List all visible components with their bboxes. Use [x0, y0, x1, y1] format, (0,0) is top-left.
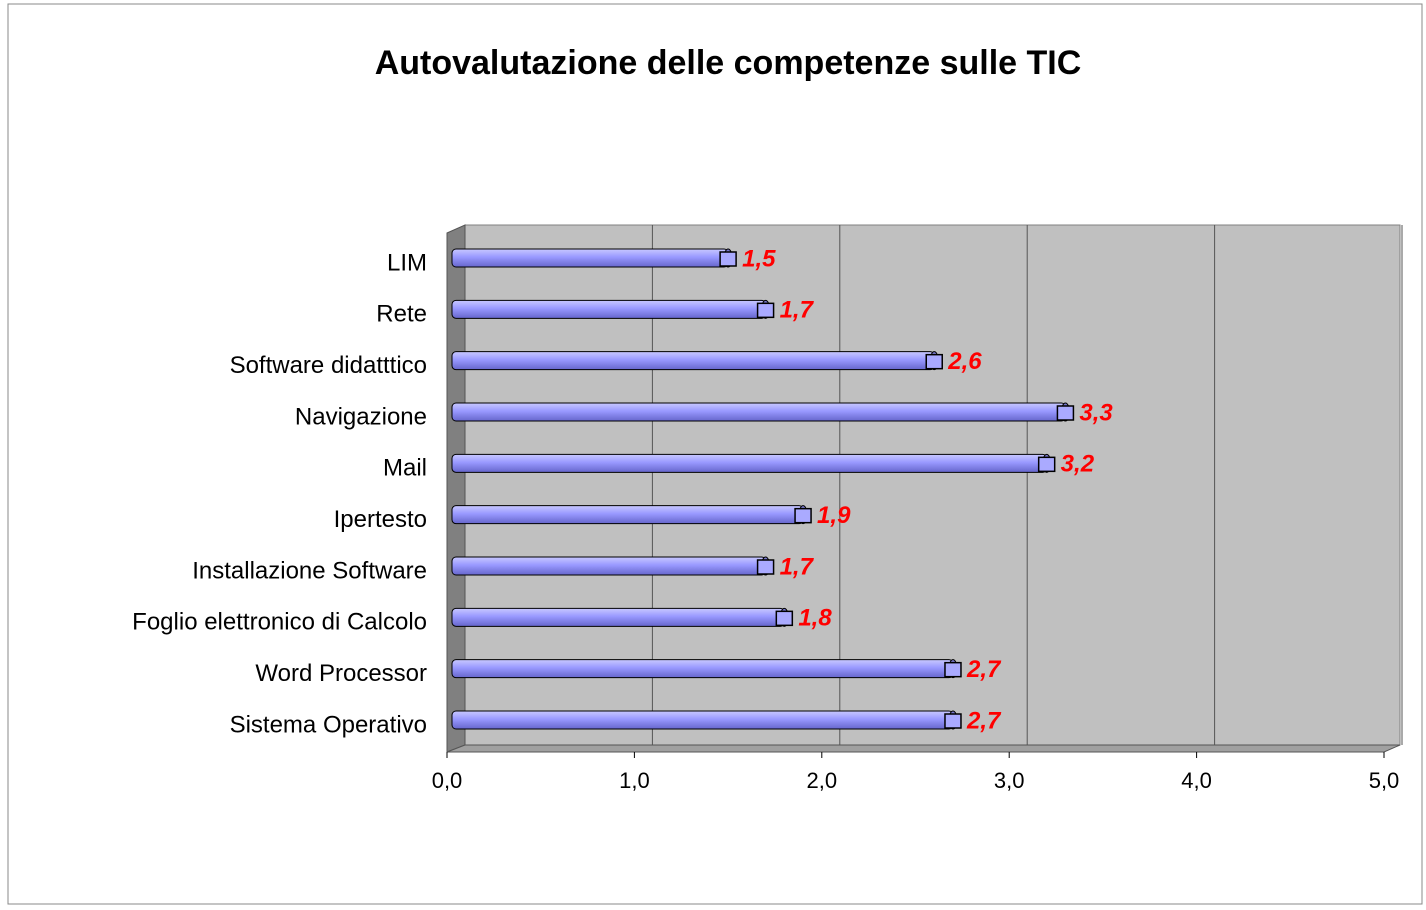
- value-label: 1,7: [780, 297, 815, 324]
- bar-marker: [944, 713, 962, 729]
- bar: [451, 299, 767, 319]
- y-tick-label: Installazione Software: [192, 557, 427, 584]
- x-tick-label: 5,0: [1369, 768, 1400, 793]
- y-tick-label: LIM: [387, 249, 427, 276]
- bar: [451, 556, 767, 576]
- chart-title: Autovalutazione delle competenze sulle T…: [375, 44, 1082, 82]
- bar-marker: [794, 507, 812, 524]
- floor: [446, 744, 1401, 753]
- y-tick-label: Foglio elettronico di Calcolo: [132, 609, 427, 636]
- y-tick-label: Word Processor: [255, 660, 427, 687]
- x-tick-label: 1,0: [619, 768, 650, 793]
- bar-marker: [756, 302, 775, 319]
- bar: [451, 402, 1066, 422]
- bar-marker: [925, 353, 943, 370]
- bar: [451, 248, 729, 268]
- bar: [451, 710, 954, 730]
- bar-marker: [756, 559, 775, 575]
- y-tick-label: Rete: [376, 301, 427, 328]
- value-label: 2,7: [966, 656, 1002, 683]
- y-tick-label: Navigazione: [295, 403, 427, 430]
- x-tick-label: 4,0: [1181, 768, 1212, 793]
- y-tick-label: Sistema Operativo: [230, 711, 427, 738]
- x-tick-label: 2,0: [807, 768, 838, 793]
- bar-marker: [944, 661, 962, 678]
- value-label: 1,9: [817, 502, 851, 529]
- bar-marker: [775, 610, 794, 627]
- y-tick-label: Mail: [383, 455, 427, 482]
- bar-marker: [1037, 456, 1056, 473]
- value-label: 2,7: [966, 707, 1002, 734]
- value-label: 1,8: [798, 605, 832, 632]
- value-label: 3,3: [1079, 399, 1113, 426]
- value-label: 1,7: [780, 553, 815, 580]
- bar: [451, 505, 804, 525]
- x-tick-label: 3,0: [994, 768, 1025, 793]
- bar: [451, 607, 785, 627]
- y-tick-label: Software didatttico: [230, 352, 427, 379]
- bar: [451, 453, 1048, 473]
- y-tick-label: Ipertesto: [334, 506, 427, 533]
- value-label: 2,6: [947, 348, 982, 375]
- bar-marker: [719, 251, 737, 267]
- bar: [451, 659, 954, 679]
- value-label: 1,5: [742, 245, 776, 272]
- bar-marker: [1056, 405, 1075, 421]
- value-label: 3,2: [1061, 451, 1095, 478]
- bar: [451, 351, 935, 371]
- x-tick-label: 0,0: [432, 768, 463, 793]
